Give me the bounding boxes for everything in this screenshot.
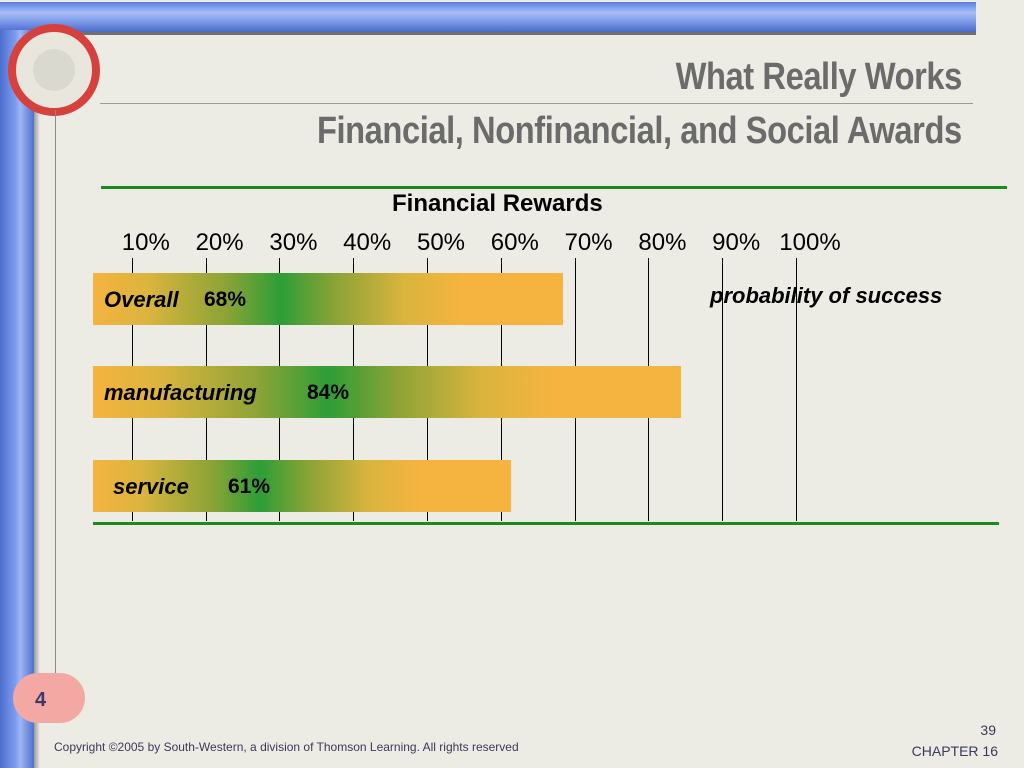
bar-service [93, 460, 512, 512]
bar-category-label: service [113, 474, 189, 499]
copyright-notice: Copyright ©2005 by South-Western, a divi… [54, 740, 519, 754]
bar-manufacturing [93, 366, 681, 418]
title-rule [100, 103, 973, 104]
bar-overall [93, 273, 563, 325]
section-badge [13, 673, 85, 723]
bar-value-label: 84% [307, 381, 350, 404]
gridline [796, 258, 797, 521]
top-decor-bar [0, 2, 976, 35]
section-badge-number: 4 [35, 689, 47, 711]
x-tick-label: 90% [712, 229, 761, 256]
gridline [722, 258, 724, 521]
slide-subtitle: Financial, Nonfinancial, and Social Awar… [317, 110, 962, 152]
x-tick-label: 20% [195, 229, 244, 256]
chart-title: Financial Rewards [392, 190, 603, 217]
x-tick-label: 80% [638, 229, 687, 256]
x-tick-label: 50% [416, 229, 466, 256]
slide-title: What Really Works [675, 56, 963, 98]
page-number: 39 [980, 722, 996, 738]
bar-category-label: manufacturing [104, 380, 257, 405]
bar-category-label: Overall [104, 287, 179, 312]
x-tick-label: 40% [343, 229, 392, 256]
x-tick-label: 100% [779, 229, 841, 256]
left-decor-bar [0, 30, 34, 768]
thin-vertical-rule [55, 110, 56, 680]
bar-value-label: 61% [228, 475, 271, 498]
x-tick-label: 10% [121, 229, 170, 256]
chart-annotation: probability of success [710, 283, 943, 308]
left-bar-shadow [34, 30, 40, 768]
chart-bottom-rule [93, 522, 999, 525]
red-ring-ornament [8, 24, 100, 116]
x-tick-label: 60% [490, 229, 539, 256]
chapter-label: CHAPTER 16 [911, 743, 998, 759]
chart-top-rule [101, 186, 1007, 189]
x-tick-label: 70% [564, 229, 613, 256]
x-tick-label: 30% [269, 229, 318, 256]
ring-center [33, 49, 75, 91]
bar-value-label: 68% [204, 288, 247, 311]
